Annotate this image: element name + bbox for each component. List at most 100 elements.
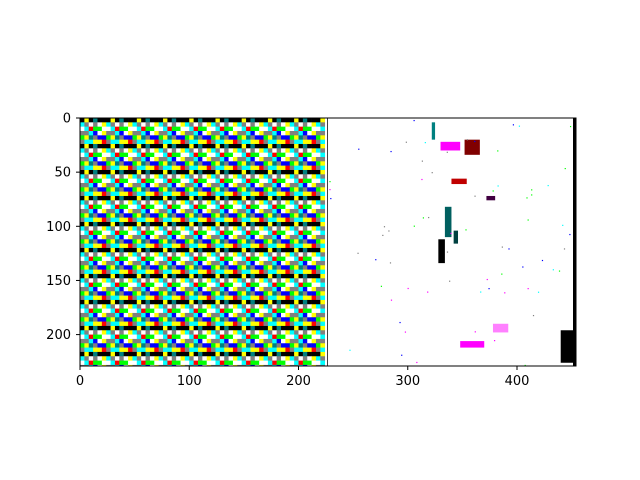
noise-pixel bbox=[123, 148, 129, 153]
image-speck bbox=[552, 269, 554, 271]
noise-pixel bbox=[272, 131, 277, 136]
noise-pixel bbox=[311, 239, 317, 244]
noise-pixel bbox=[307, 351, 312, 357]
noise-pixel bbox=[276, 308, 282, 314]
noise-pixel bbox=[101, 143, 107, 149]
noise-pixel bbox=[93, 204, 98, 210]
noise-pixel bbox=[228, 269, 234, 275]
image-speck bbox=[531, 194, 533, 196]
noise-pixel bbox=[289, 226, 295, 231]
noise-pixel bbox=[154, 200, 159, 205]
noise-pixel bbox=[123, 239, 129, 244]
noise-pixel bbox=[298, 204, 304, 210]
noise-pixel bbox=[276, 148, 282, 153]
noise-pixel bbox=[80, 221, 85, 227]
noise-pixel bbox=[219, 286, 225, 292]
noise-pixel bbox=[285, 152, 291, 158]
noise-pixel bbox=[88, 208, 94, 214]
noise-pixel bbox=[149, 321, 155, 327]
noise-pixel bbox=[197, 230, 203, 236]
noise-pixel bbox=[128, 243, 133, 249]
noise-pixel bbox=[193, 156, 199, 162]
noise-pixel bbox=[171, 230, 177, 236]
noise-pixel bbox=[263, 178, 269, 184]
noise-pixel bbox=[302, 161, 308, 166]
noise-pixel bbox=[307, 213, 312, 218]
noise-pixel bbox=[184, 265, 190, 270]
noise-pixel bbox=[246, 343, 251, 348]
noise-pixel bbox=[241, 148, 247, 153]
noise-pixel bbox=[184, 234, 190, 240]
noise-pixel bbox=[93, 273, 98, 279]
noise-pixel bbox=[145, 148, 151, 153]
noise-pixel bbox=[101, 200, 107, 205]
noise-pixel bbox=[281, 325, 286, 331]
noise-pixel bbox=[141, 221, 146, 227]
noise-pixel bbox=[311, 234, 317, 240]
noise-pixel bbox=[132, 208, 138, 214]
noise-pixel bbox=[294, 135, 299, 140]
noise-pixel bbox=[254, 330, 260, 335]
noise-pixel bbox=[167, 321, 173, 327]
noise-pixel bbox=[246, 308, 251, 314]
noise-pixel bbox=[141, 217, 146, 223]
noise-pixel bbox=[228, 239, 234, 244]
noise-pixel bbox=[101, 156, 107, 162]
noise-pixel bbox=[298, 182, 304, 188]
image-speck bbox=[416, 361, 418, 364]
noise-pixel bbox=[88, 321, 94, 327]
noise-pixel bbox=[263, 338, 269, 344]
noise-pixel bbox=[132, 282, 138, 288]
noise-pixel bbox=[163, 269, 168, 275]
noise-pixel bbox=[219, 122, 225, 127]
noise-pixel bbox=[110, 161, 116, 166]
noise-pixel bbox=[311, 273, 317, 279]
noise-pixel bbox=[259, 135, 264, 140]
noise-pixel bbox=[132, 165, 138, 171]
noise-pixel bbox=[114, 338, 120, 344]
noise-pixel bbox=[267, 286, 273, 292]
noise-pixel bbox=[254, 325, 260, 331]
noise-pixel bbox=[163, 143, 168, 149]
noise-pixel bbox=[211, 165, 216, 171]
noise-pixel bbox=[184, 118, 190, 123]
noise-pixel bbox=[149, 282, 155, 288]
noise-pixel bbox=[136, 191, 142, 197]
noise-pixel bbox=[315, 321, 321, 327]
noise-pixel bbox=[285, 278, 291, 283]
noise-pixel bbox=[215, 239, 221, 244]
image-feature bbox=[486, 195, 496, 201]
noise-pixel bbox=[250, 122, 256, 127]
noise-pixel bbox=[114, 312, 120, 318]
noise-pixel bbox=[84, 122, 90, 127]
noise-pixel bbox=[224, 291, 229, 296]
image-speck bbox=[526, 197, 528, 199]
noise-pixel bbox=[294, 239, 299, 244]
noise-pixel bbox=[263, 321, 269, 327]
noise-pixel bbox=[237, 317, 242, 322]
noise-pixel bbox=[101, 135, 107, 140]
noise-pixel bbox=[189, 165, 194, 171]
noise-pixel bbox=[167, 187, 173, 192]
image-speck bbox=[404, 331, 407, 333]
image-speck bbox=[421, 178, 423, 181]
noise-pixel bbox=[145, 217, 151, 223]
noise-pixel bbox=[80, 156, 85, 162]
noise-pixel bbox=[281, 351, 286, 357]
noise-pixel bbox=[219, 135, 225, 140]
image-speck bbox=[405, 141, 407, 143]
noise-pixel bbox=[315, 308, 321, 314]
noise-pixel bbox=[119, 356, 124, 361]
noise-pixel bbox=[88, 152, 94, 158]
noise-pixel bbox=[215, 187, 221, 192]
image-speck bbox=[537, 291, 540, 293]
noise-pixel bbox=[88, 178, 94, 184]
noise-pixel bbox=[228, 260, 234, 266]
noise-pixel bbox=[202, 291, 208, 296]
noise-pixel bbox=[267, 260, 273, 266]
noise-pixel bbox=[237, 256, 242, 262]
noise-pixel bbox=[110, 230, 116, 236]
noise-pixel bbox=[294, 260, 299, 266]
noise-pixel bbox=[80, 252, 85, 257]
noise-pixel bbox=[311, 330, 317, 335]
